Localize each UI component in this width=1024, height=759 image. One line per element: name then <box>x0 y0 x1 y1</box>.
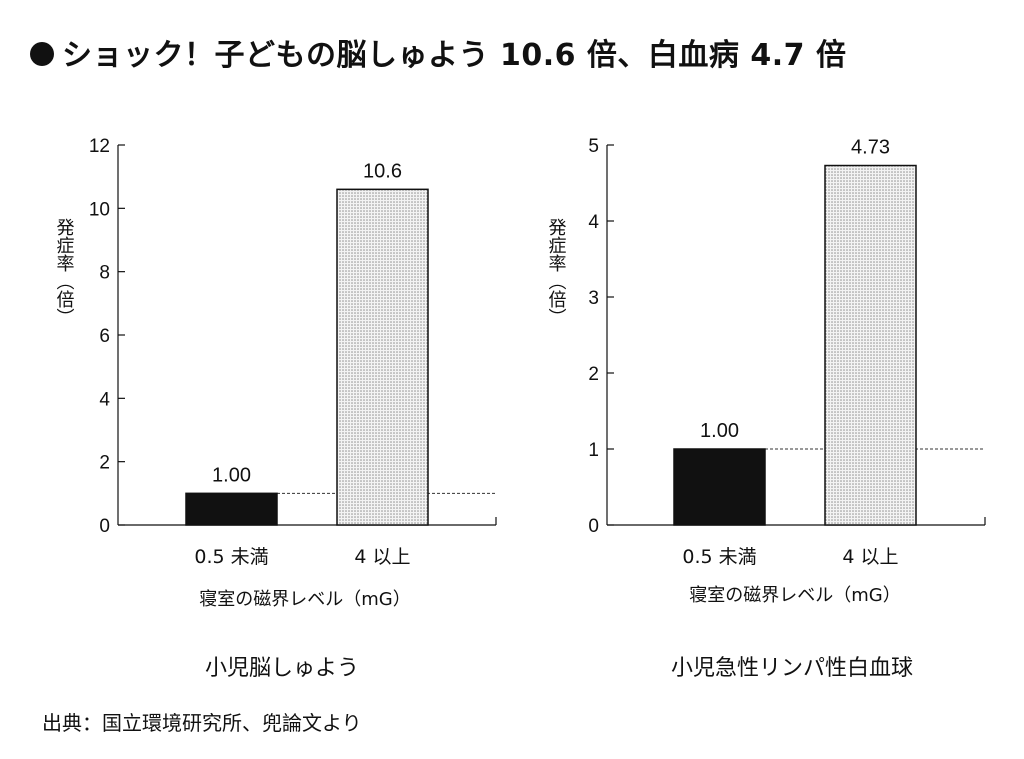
right-bar-2-value-label: 4.73 <box>851 137 890 159</box>
left-y-tick-label: 6 <box>99 326 110 347</box>
right-y-tick-label: 2 <box>588 364 599 385</box>
left-y-tick-label: 0 <box>99 516 110 537</box>
left-bar-2 <box>336 188 429 526</box>
bullet-icon <box>30 42 54 66</box>
left-y-tick-label: 10 <box>89 199 110 220</box>
right-x-axis-label: 寝室の磁界レベル（mG） <box>689 585 900 606</box>
right-bar-2 <box>824 164 917 526</box>
right-category-label-1: 0.5 未満 <box>682 546 756 568</box>
right-category-label-2: 4 以上 <box>842 546 898 568</box>
right-y-tick-label: 4 <box>588 212 599 233</box>
left-y-tick-label: 2 <box>99 453 110 474</box>
source-note: 出典：国立環境研究所、兜論文より <box>42 711 362 735</box>
right-y-tick-label: 1 <box>588 440 599 461</box>
left-bar-1 <box>185 492 278 526</box>
left-y-tick-label: 8 <box>99 263 110 284</box>
chart-right-caption: 小児急性リンパ性白血球 <box>670 656 914 681</box>
left-bar-2-value-label: 10.6 <box>363 160 402 182</box>
right-y-tick-label: 3 <box>588 288 599 309</box>
left-y-tick-label: 12 <box>89 136 110 157</box>
left-y-tick-label: 4 <box>99 389 110 410</box>
right-bar-1 <box>673 448 766 526</box>
left-bar-1-value-label: 1.00 <box>212 464 251 486</box>
chart-left-caption: 小児脳しゅよう <box>204 656 360 681</box>
chart-title: ショック！子どもの脳しゅよう 10.6 倍、白血病 4.7 倍 <box>30 30 846 74</box>
right-y-tick-label: 0 <box>588 516 599 537</box>
chart-title-text: ショック！子どもの脳しゅよう 10.6 倍、白血病 4.7 倍 <box>62 38 847 73</box>
right-y-axis-label: 発症率（倍） <box>546 218 567 326</box>
left-x-axis-label: 寝室の磁界レベル（mG） <box>199 589 410 610</box>
left-y-axis-label: 発症率（倍） <box>54 218 75 326</box>
right-bar-1-value-label: 1.00 <box>700 420 739 442</box>
right-y-tick-label: 5 <box>588 136 599 157</box>
left-category-label-2: 4 以上 <box>354 546 410 568</box>
left-category-label-1: 0.5 未満 <box>194 546 268 568</box>
